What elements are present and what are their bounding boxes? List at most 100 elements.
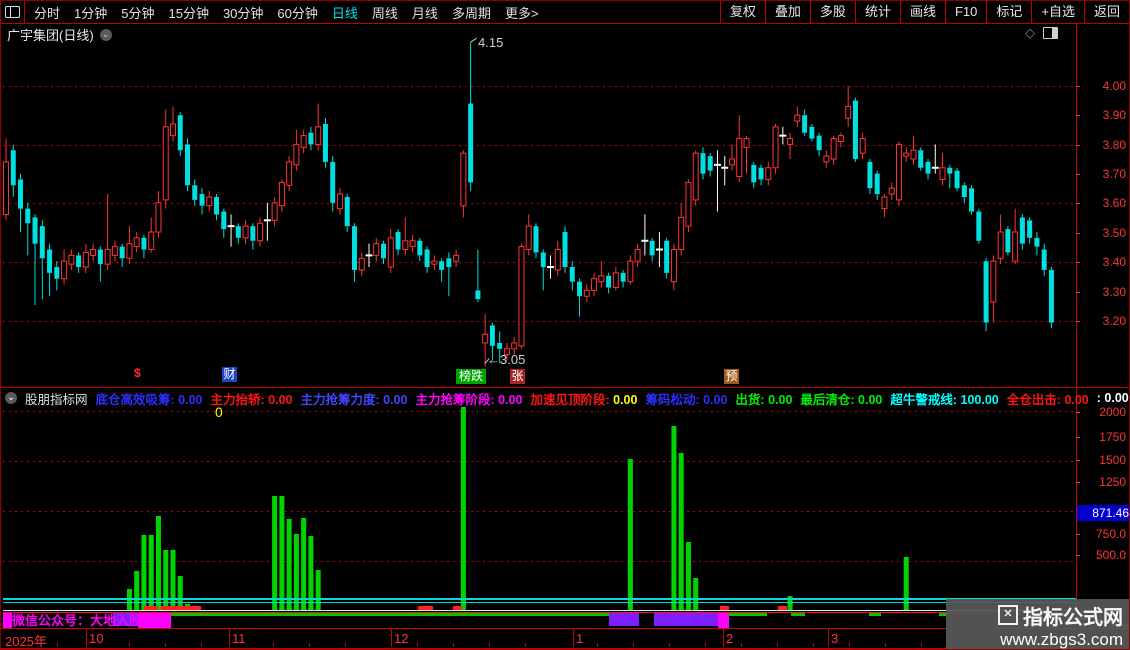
dollar-marker[interactable]: $ (134, 366, 141, 380)
wechat-watermark: 微信公众号：大地入股事汇 (12, 613, 169, 628)
candle-up (888, 187, 895, 195)
toolbar-button[interactable]: 画线 (899, 1, 945, 23)
date-minor-tick (777, 643, 778, 647)
candle-up (583, 289, 590, 297)
candle-down (32, 217, 38, 244)
date-label: 3 (831, 631, 839, 646)
signal-ribbon-purple (654, 613, 718, 626)
toolbar-button[interactable]: F10 (944, 1, 986, 23)
candle-up (431, 260, 438, 265)
candle-up (765, 167, 772, 180)
date-axis[interactable] (1, 628, 1129, 649)
indicator-axis-label: 2000 (1099, 405, 1126, 419)
period-tab[interactable]: 30分钟 (222, 5, 264, 21)
indicator-source-label: 股朋指标网 (25, 392, 88, 407)
candle-up (402, 240, 409, 251)
candle-up (830, 138, 837, 160)
panel-split-icon[interactable] (1043, 27, 1058, 39)
period-tab[interactable]: 5分钟 (121, 5, 155, 21)
period-tab[interactable]: 多周期 (451, 5, 491, 21)
indicator-value-label: 全仓出击: 0.00 (1006, 392, 1089, 407)
candle-up (895, 143, 902, 201)
period-tab[interactable]: 1分钟 (74, 5, 108, 21)
candle-down (475, 290, 481, 300)
candle-up (111, 246, 118, 256)
candle-down (1027, 220, 1033, 238)
date-separator (828, 629, 829, 647)
candle-up (162, 126, 169, 201)
candle-down (954, 170, 960, 189)
bangdie-marker[interactable]: 榜跌 (456, 369, 486, 384)
candle-up (837, 135, 844, 142)
date-minor-tick (129, 643, 130, 647)
date-minor-tick (813, 643, 814, 647)
volume-bar (685, 542, 691, 611)
candle-down (141, 237, 147, 250)
candle-up (133, 237, 140, 248)
signal-ribbon-magenta (718, 612, 729, 629)
period-tab[interactable]: 60分钟 (277, 5, 318, 21)
indicator-axis-label: 1750 (1099, 430, 1126, 444)
candle-down (577, 281, 583, 297)
period-tab[interactable]: 月线 (411, 5, 438, 21)
candle-up (554, 249, 561, 271)
toolbar-button[interactable]: 标记 (986, 1, 1031, 23)
split-view-icon (5, 6, 20, 18)
candle-up (503, 348, 510, 356)
candle-down (852, 100, 858, 159)
candle-down (1034, 237, 1040, 247)
candle-down (1005, 229, 1011, 253)
period-tab[interactable]: 15分钟 (168, 5, 209, 21)
candle-down (1048, 269, 1054, 323)
volume-bar (293, 534, 299, 611)
signal-ribbon-purple (113, 613, 138, 626)
candle-down (76, 255, 82, 268)
cai-marker[interactable]: 财 (222, 367, 237, 382)
date-minor-tick (633, 643, 634, 647)
layout-toggle-button[interactable] (1, 1, 25, 23)
chevron-down-icon[interactable]: ⌄ (99, 28, 112, 41)
candle-up (409, 240, 416, 248)
candle-down (918, 150, 924, 168)
toolbar-button[interactable]: 复权 (719, 1, 765, 23)
period-tab[interactable]: 周线 (371, 5, 398, 21)
title-bar: 广宇集团(日线) ⌄ (7, 25, 112, 44)
yu-marker[interactable]: 预 (724, 369, 739, 384)
price-axis-label: 3.70 (1102, 167, 1126, 181)
date-minor-tick (525, 643, 526, 647)
toolbar-button[interactable]: 叠加 (764, 1, 810, 23)
watermark-title: 指标公式网 (1023, 606, 1123, 629)
period-tab[interactable]: 更多> (504, 5, 539, 21)
toolbar-button[interactable]: 返回 (1083, 1, 1129, 23)
candle-up (257, 222, 264, 242)
period-tab[interactable]: 日线 (331, 5, 358, 21)
candle-up (743, 138, 750, 148)
collapse-chevron-icon[interactable]: ⌄ (5, 392, 17, 404)
price-gridline (3, 262, 1074, 263)
candle-up (61, 260, 68, 280)
indicator-gridline (3, 461, 1074, 462)
toolbar-button[interactable]: 多股 (809, 1, 855, 23)
zhang-marker[interactable]: 张 (510, 369, 525, 384)
date-minor-tick (453, 643, 454, 647)
stock-title: 广宇集团(日线) (7, 28, 94, 43)
candle-down (235, 226, 241, 238)
volume-bar (671, 426, 677, 611)
price-axis-label: 4.00 (1102, 79, 1126, 93)
diamond-icon[interactable]: ◇ (1025, 25, 1035, 40)
date-minor-tick (669, 643, 670, 647)
indicator-axis-tick (1076, 555, 1080, 556)
candle-down (54, 267, 60, 279)
watermark-logo-icon: ✕ (998, 605, 1018, 625)
period-tab[interactable]: 分时 (34, 5, 61, 21)
date-minor-tick (21, 643, 22, 647)
candle-down (192, 185, 198, 200)
toolbar-button[interactable]: 统计 (854, 1, 900, 23)
volume-bar (787, 596, 793, 611)
toolbar-button[interactable]: +自选 (1031, 1, 1084, 23)
indicator-axis-label: 750.0 (1095, 527, 1126, 541)
candle-up (910, 149, 917, 160)
candle-up (845, 105, 852, 119)
volume-bar (272, 496, 278, 611)
